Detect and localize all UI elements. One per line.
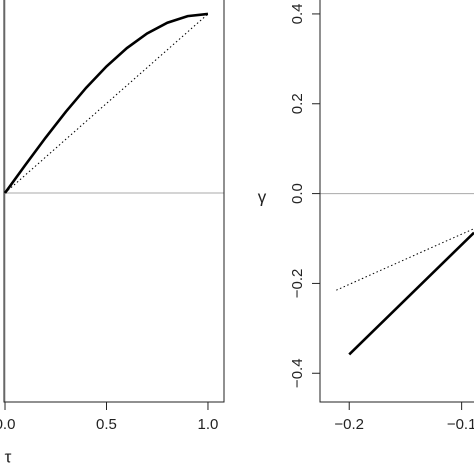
y-tick-label: 0.0 xyxy=(289,183,306,204)
series-line xyxy=(4,13,209,194)
x-axis-label: τ xyxy=(5,447,12,466)
y-tick-label: 0.2 xyxy=(289,93,306,114)
y-tick-label: 0.4 xyxy=(289,3,306,24)
y-axis-label: γ xyxy=(258,187,267,206)
series-line xyxy=(348,231,474,356)
x-tick-label: 1.0 xyxy=(198,416,219,433)
plot-area xyxy=(4,0,224,402)
x-tick-label: 0.5 xyxy=(96,416,117,433)
x-tick-label: −0.2 xyxy=(334,416,364,433)
plot-box xyxy=(3,0,225,403)
series-line xyxy=(336,228,474,291)
plot-box xyxy=(319,0,474,403)
series-line xyxy=(4,12,209,194)
y-tick-label: −0.2 xyxy=(289,269,306,299)
y-tick-label: −0.4 xyxy=(289,358,306,388)
x-tick-label: 0.0 xyxy=(0,416,15,433)
plot-area xyxy=(320,193,474,356)
x-tick-label: −0.1 xyxy=(447,416,474,433)
